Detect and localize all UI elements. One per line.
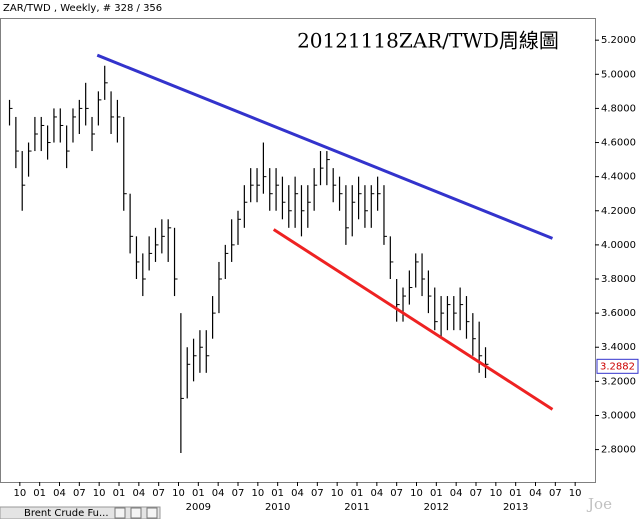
year-label: 2009 (186, 502, 211, 513)
year-label: 2012 (424, 502, 449, 513)
x-tick-label: 10 (410, 488, 423, 499)
y-tick-label: 3.0000 (601, 410, 636, 421)
y-tick-label: 3.8000 (601, 274, 636, 285)
x-tick-label: 04 (132, 488, 145, 499)
x-tick-label: 01 (271, 488, 284, 499)
x-tick-label: 07 (470, 488, 483, 499)
x-tick-label: 04 (450, 488, 463, 499)
chart-title: 20121118ZAR/TWD周線圖 (297, 29, 559, 53)
tab-bar: Brent Crude Fu... (0, 506, 161, 519)
x-tick-label: 10 (172, 488, 185, 499)
y-tick-label: 4.0000 (601, 240, 636, 251)
year-label: 2013 (503, 502, 528, 513)
y-tick-label: 2.8000 (601, 445, 636, 456)
y-tick-label: 4.8000 (601, 103, 636, 114)
x-tick-label: 07 (311, 488, 324, 499)
x-tick-label: 10 (13, 488, 26, 499)
x-tick-label: 07 (152, 488, 165, 499)
x-tick-label: 10 (569, 488, 582, 499)
trend-line (96, 53, 554, 240)
x-tick-label: 01 (351, 488, 364, 499)
x-tick-label: 10 (331, 488, 344, 499)
y-tick-label: 3.2000 (601, 376, 636, 387)
tab-button[interactable] (130, 507, 142, 519)
watermark: Joe (586, 495, 612, 513)
x-tick-label: 01 (113, 488, 126, 499)
tab-label: Brent Crude Fu... (24, 508, 109, 519)
x-tick-label: 07 (232, 488, 245, 499)
year-label: 2011 (344, 502, 369, 513)
x-tick-label: 04 (529, 488, 542, 499)
x-tick-label: 01 (509, 488, 522, 499)
x-tick-label: 01 (192, 488, 205, 499)
last-price-label: 3.2882 (600, 361, 635, 372)
last-price-box (596, 358, 639, 374)
header: ZAR/TWD , Weekly, # 328 / 356 (3, 3, 162, 14)
y-tick-label: 5.2000 (601, 35, 636, 46)
y-tick-label: 4.2000 (601, 206, 636, 217)
y-tick-label: 3.4000 (601, 342, 636, 353)
x-tick-label: 10 (93, 488, 106, 499)
tab-button[interactable] (146, 507, 158, 519)
x-tick-label: 04 (370, 488, 383, 499)
x-tick-label: 04 (291, 488, 304, 499)
x-tick-label: 04 (53, 488, 66, 499)
x-tick-label: 07 (73, 488, 86, 499)
y-tick-label: 5.0000 (601, 69, 636, 80)
y-tick-label: 3.6000 (601, 308, 636, 319)
trend-line (272, 228, 554, 411)
year-label: 2010 (265, 502, 290, 513)
x-tick-label: 10 (251, 488, 264, 499)
y-tick-label: 4.4000 (601, 172, 636, 183)
x-tick-label: 07 (549, 488, 562, 499)
x-tick-label: 01 (430, 488, 443, 499)
x-tick-label: 04 (212, 488, 225, 499)
x-tick-label: 10 (489, 488, 502, 499)
x-tick-label: 07 (390, 488, 403, 499)
x-tick-label: 01 (33, 488, 46, 499)
tab-button[interactable] (114, 507, 126, 519)
y-tick-label: 4.6000 (601, 138, 636, 149)
